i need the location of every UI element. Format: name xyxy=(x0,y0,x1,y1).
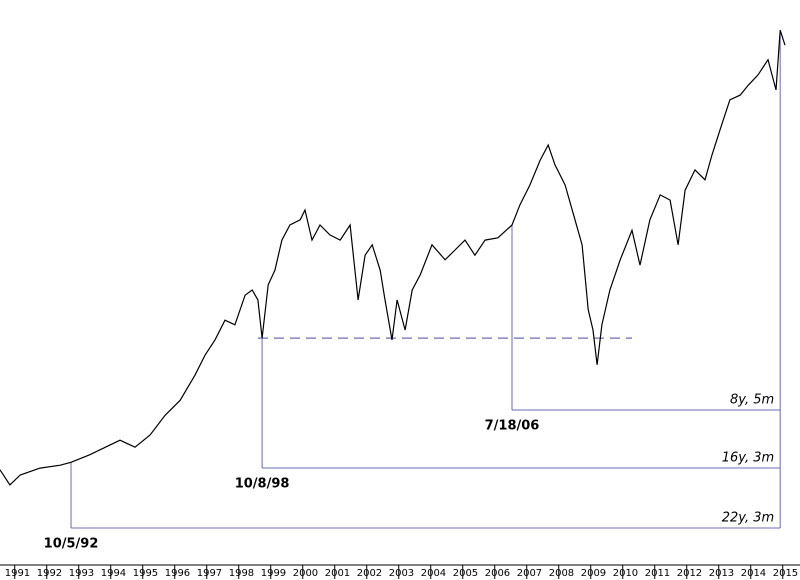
annotation-duration: 8y, 5m xyxy=(730,393,774,408)
x-tick-label: 2001 xyxy=(325,568,350,579)
annotation-date: 7/18/06 xyxy=(485,419,540,434)
x-tick-label: 1994 xyxy=(101,568,126,579)
x-tick-label: 2012 xyxy=(677,568,702,579)
x-tick-label: 1998 xyxy=(229,568,254,579)
x-tick-label: 2014 xyxy=(741,568,766,579)
x-tick-label: 2006 xyxy=(485,568,510,579)
x-tick-label: 2007 xyxy=(517,568,542,579)
x-tick-label: 2015 xyxy=(773,568,798,579)
x-tick-label: 1996 xyxy=(165,568,190,579)
x-tick-label: 1992 xyxy=(37,568,62,579)
x-tick-label: 1993 xyxy=(69,568,94,579)
x-tick-label: 1997 xyxy=(197,568,222,579)
annotation-date: 10/5/92 xyxy=(44,537,99,552)
x-tick-label: 2013 xyxy=(709,568,734,579)
x-tick-label: 1999 xyxy=(261,568,286,579)
x-tick-label: 2011 xyxy=(645,568,670,579)
x-tick-label: 2002 xyxy=(357,568,382,579)
x-tick-label: 2003 xyxy=(389,568,414,579)
annotation-duration: 22y, 3m xyxy=(722,511,774,526)
annotation-duration: 16y, 3m xyxy=(722,451,774,466)
x-tick-label: 1995 xyxy=(133,568,158,579)
x-tick-label: 2009 xyxy=(581,568,606,579)
x-tick-label: 2008 xyxy=(549,568,574,579)
x-tick-label: 1991 xyxy=(5,568,30,579)
price-line xyxy=(0,30,786,486)
x-tick-label: 2010 xyxy=(613,568,638,579)
x-tick-label: 2004 xyxy=(421,568,446,579)
x-tick-label: 2005 xyxy=(453,568,478,579)
x-tick-label: 2000 xyxy=(293,568,318,579)
annotation-date: 10/8/98 xyxy=(235,477,290,492)
